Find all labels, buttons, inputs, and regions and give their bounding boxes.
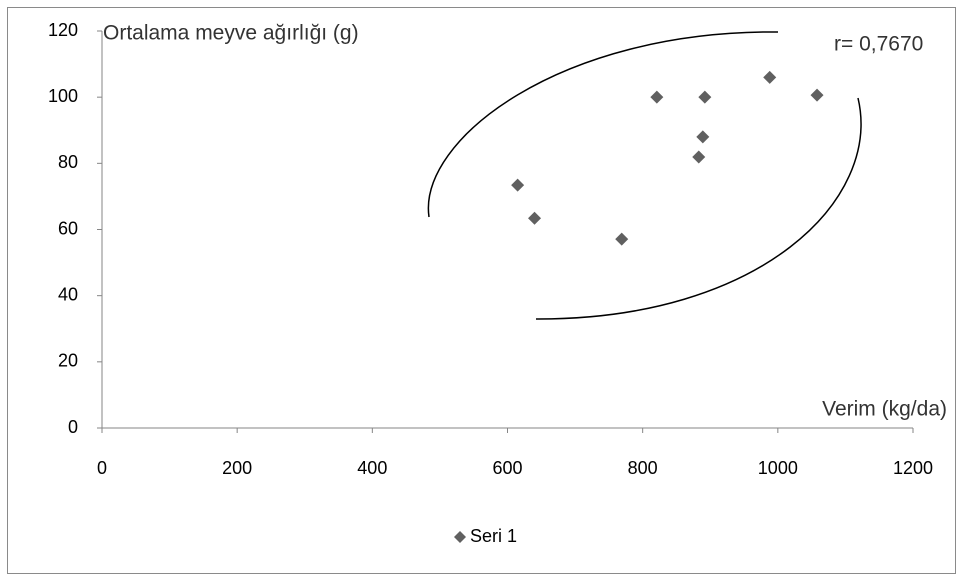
- point: [615, 232, 629, 246]
- annotation: r= 0,7670: [834, 33, 923, 56]
- point: [650, 90, 664, 104]
- y-tick-label: 20: [58, 351, 78, 371]
- y-tick-label: 120: [48, 20, 78, 40]
- point: [528, 211, 542, 225]
- x-tick-label: 200: [222, 458, 252, 478]
- point: [696, 130, 710, 144]
- chart-title: Ortalama meyve ağırlığı (g): [103, 22, 359, 45]
- x-tick-label: 400: [357, 458, 387, 478]
- x-axis-label: Verim (kg/da): [822, 398, 947, 421]
- chart-border: [7, 7, 956, 574]
- x-tick-label: 800: [628, 458, 658, 478]
- y-tick-label: 80: [58, 152, 78, 172]
- x-tick-label: 1000: [758, 458, 798, 478]
- point: [692, 150, 706, 164]
- y-tick-label: 40: [58, 284, 78, 304]
- point: [810, 88, 824, 102]
- ellipse-arc: [427, 31, 779, 218]
- y-tick-label: 0: [68, 417, 78, 437]
- y-tick-label: 60: [58, 218, 78, 238]
- legend-marker: [454, 531, 466, 543]
- ellipse-arc: [535, 97, 862, 320]
- x-tick-label: 600: [492, 458, 522, 478]
- legend-label: Seri 1: [470, 526, 517, 546]
- x-tick-label: 0: [97, 458, 107, 478]
- x-tick-label: 1200: [893, 458, 933, 478]
- point: [698, 90, 712, 104]
- y-tick-label: 100: [48, 86, 78, 106]
- point: [763, 70, 777, 84]
- point: [511, 178, 525, 192]
